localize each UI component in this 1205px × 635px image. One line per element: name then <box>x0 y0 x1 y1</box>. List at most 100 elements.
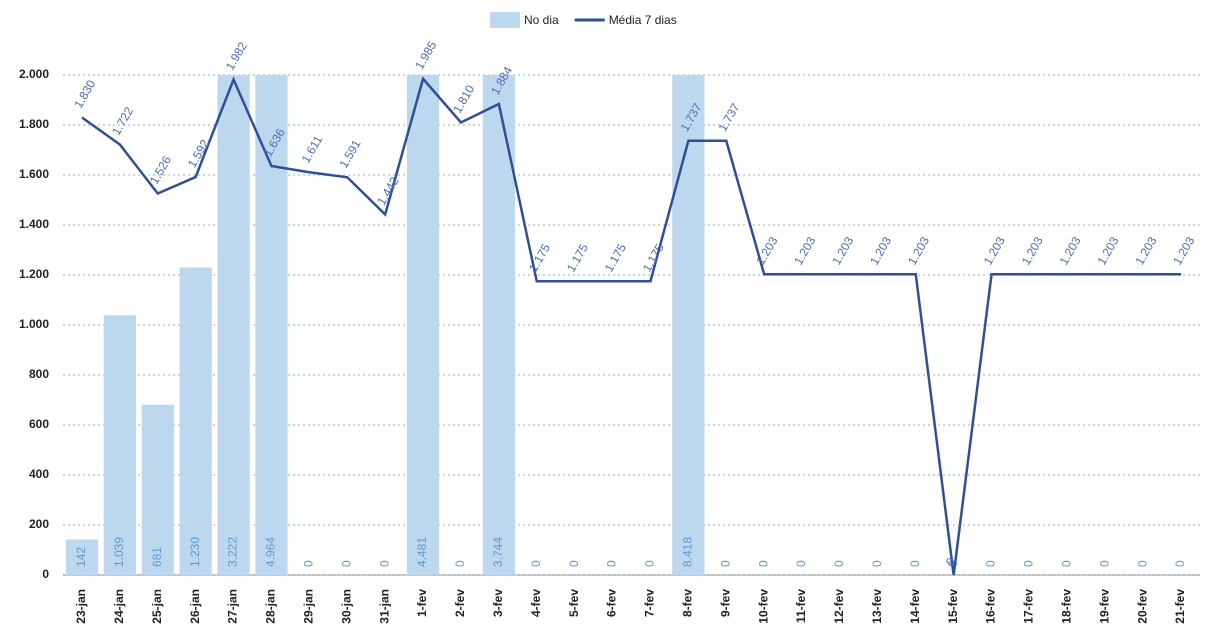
line-value-label: 1.203 <box>829 234 856 267</box>
line-value-label: 1.442 <box>374 174 401 207</box>
bar-value-label: 0 <box>832 560 846 567</box>
line-value-label: 1.203 <box>791 234 818 267</box>
bar-value-label: 0 <box>605 560 619 567</box>
x-tick-label: 13-fev <box>870 589 884 624</box>
x-tick-label: 2-fev <box>453 589 467 617</box>
line-value-label: 1.175 <box>640 241 667 274</box>
bar-value-label: 0 <box>718 560 732 567</box>
x-tick-label: 30-jan <box>339 589 353 624</box>
bar-value-label: 0 <box>984 560 998 567</box>
x-tick-label: 15-fev <box>946 589 960 624</box>
line-value-label: 1.175 <box>602 241 629 274</box>
bar-value-label: 0 <box>377 560 391 567</box>
line-value-label: 1.830 <box>71 77 98 110</box>
bar-value-label: 681 <box>150 547 164 567</box>
bar-value-label: 1.039 <box>112 537 126 567</box>
line-value-label: 1.203 <box>905 234 932 267</box>
bar-value-label: 4.481 <box>415 537 429 567</box>
y-tick-label: 800 <box>29 367 49 381</box>
y-tick-label: 1.200 <box>19 267 49 281</box>
line-value-label: 1.737 <box>715 101 742 134</box>
bar-value-label: 8.418 <box>681 537 695 567</box>
bar-value-label: 0 <box>1135 560 1149 567</box>
bar <box>179 267 212 575</box>
bar <box>141 404 174 575</box>
bar <box>406 75 440 575</box>
bar-value-label: 0 <box>567 560 581 567</box>
bar <box>217 75 250 575</box>
x-tick-label: 9-fev <box>718 589 732 617</box>
y-tick-label: 400 <box>29 467 49 481</box>
y-tick-label: 1.000 <box>19 317 49 331</box>
x-tick-label: 12-fev <box>832 589 846 624</box>
x-tick-label: 29-jan <box>302 589 316 624</box>
x-tick-label: 3-fev <box>491 589 505 617</box>
line-value-label: 1.203 <box>867 234 894 267</box>
bar-value-label: 0 <box>756 560 770 567</box>
bar <box>255 75 288 575</box>
bar-value-label: 0 <box>302 560 316 567</box>
y-tick-label: 600 <box>29 417 49 431</box>
line-value-label: 1.203 <box>1170 234 1197 267</box>
x-tick-label: 27-jan <box>226 589 240 624</box>
x-tick-label: 8-fev <box>681 589 695 617</box>
line-value-label: 1.982 <box>223 39 250 72</box>
bar-value-label: 0 <box>453 560 467 567</box>
bar-value-label: 0 <box>870 560 884 567</box>
line-value-label: 1.203 <box>981 234 1008 267</box>
x-tick-label: 20-fev <box>1135 589 1149 624</box>
bar-value-label: 0 <box>908 560 922 567</box>
line-value-label: 1.722 <box>109 104 136 137</box>
line-value-label: 1.203 <box>1057 234 1084 267</box>
y-tick-label: 0 <box>42 567 49 581</box>
bar-value-label: 0 <box>1173 560 1187 567</box>
x-tick-label: 24-jan <box>112 589 126 624</box>
line-value-label: 1.203 <box>1094 234 1121 267</box>
bar-value-label: 0 <box>1022 560 1036 567</box>
y-tick-label: 1.600 <box>19 167 49 181</box>
x-tick-label: 7-fev <box>643 589 657 617</box>
line <box>81 76 1182 576</box>
bar-value-label: 0 <box>1097 560 1111 567</box>
bar-value-label: 3.222 <box>226 537 240 567</box>
line-value-label: 1.611 <box>299 133 326 166</box>
x-tick-label: 25-jan <box>150 589 164 624</box>
x-tick-label: 28-jan <box>264 589 278 624</box>
line-value-label: 1.810 <box>450 82 477 115</box>
bar-value-label: 0 <box>643 560 657 567</box>
x-tick-label: 11-fev <box>794 589 808 623</box>
legend-label: Média 7 dias <box>609 13 677 27</box>
x-tick-label: 19-fev <box>1097 589 1111 624</box>
bar-value-label: 0 <box>794 560 808 567</box>
x-tick-label: 26-jan <box>188 589 202 624</box>
line-value-label: 1.985 <box>412 39 439 72</box>
x-tick-label: 14-fev <box>908 589 922 624</box>
y-tick-label: 1.800 <box>19 117 49 131</box>
bar-value-label: 4.964 <box>264 537 278 567</box>
bar-value-label: 0 <box>339 560 353 567</box>
y-tick-label: 2.000 <box>19 67 49 81</box>
x-tick-label: 23-jan <box>74 589 88 624</box>
bar <box>672 75 705 575</box>
x-tick-label: 1-fev <box>415 589 429 617</box>
x-tick-label: 31-jan <box>377 589 391 624</box>
x-tick-label: 6-fev <box>605 589 619 617</box>
x-tick-label: 18-fev <box>1060 589 1074 624</box>
bar-value-label: 142 <box>74 547 88 567</box>
x-tick-label: 17-fev <box>1022 589 1036 624</box>
bar <box>103 315 136 575</box>
legend-swatch <box>490 12 520 28</box>
x-tick-label: 21-fev <box>1173 589 1187 624</box>
bar-value-label: 0 <box>1060 560 1074 567</box>
y-tick-label: 1.400 <box>19 217 49 231</box>
bar <box>65 539 99 575</box>
x-tick-label: 16-fev <box>984 589 998 624</box>
line-value-label: 1.526 <box>147 153 174 186</box>
bar-value-label: 0 <box>529 560 543 567</box>
bar-value-label: 3.744 <box>491 537 505 567</box>
y-tick-label: 200 <box>29 517 49 531</box>
x-tick-label: 4-fev <box>529 589 543 617</box>
line-value-label: 1.203 <box>1132 234 1159 267</box>
x-tick-label: 10-fev <box>756 589 770 624</box>
